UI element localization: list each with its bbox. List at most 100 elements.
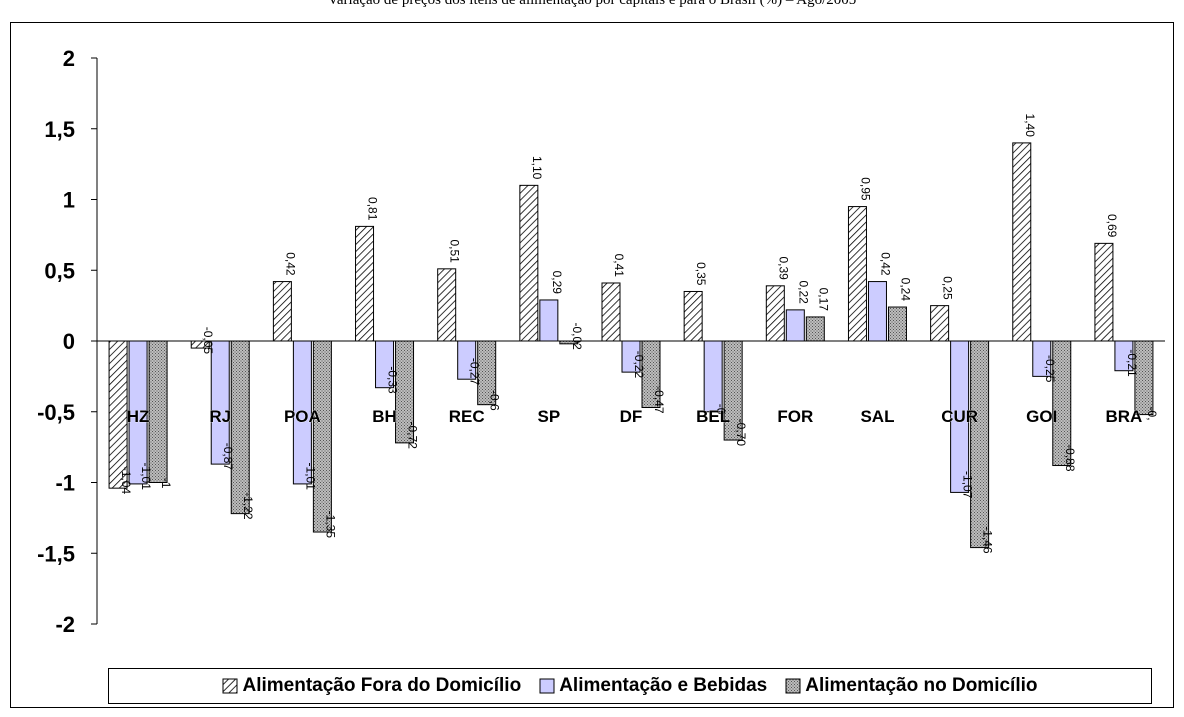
data-label-bebidas: -1,07 bbox=[961, 471, 975, 499]
bars-layer bbox=[108, 142, 1154, 549]
category-label: CUR bbox=[941, 407, 978, 426]
bar-domicilio bbox=[395, 340, 415, 444]
data-label-bebidas: -0,33 bbox=[386, 366, 400, 394]
bar-fora bbox=[930, 305, 950, 342]
category-label: DF bbox=[620, 407, 643, 426]
data-label-fora: 0,51 bbox=[448, 239, 462, 263]
category-label: REC bbox=[449, 407, 485, 426]
data-label-fora: -1,04 bbox=[119, 467, 133, 495]
y-tick-label: -0,5 bbox=[37, 400, 75, 425]
data-label-domicilio: 0,24 bbox=[898, 278, 912, 302]
category-label: SP bbox=[538, 407, 561, 426]
category-label: POA bbox=[284, 407, 321, 426]
bar-fora bbox=[108, 340, 128, 489]
bar-domicilio bbox=[477, 340, 497, 406]
bar-chart: 21,510,50-0,5-1-1,5-2 -1,04 -1,01 -1HZ-0,0… bbox=[37, 46, 1165, 637]
chart-legend: Alimentação Fora do Domicílio Alimentaçã… bbox=[108, 668, 1152, 704]
data-label-bebidas: 0,42 bbox=[878, 252, 892, 276]
bar-bebidas bbox=[703, 340, 723, 413]
data-label-domicilio: -1 bbox=[159, 478, 173, 489]
legend-swatch-domicilio bbox=[785, 678, 801, 694]
data-label-fora: 0,81 bbox=[366, 197, 380, 221]
bar-bebidas bbox=[292, 340, 312, 485]
bar-fora bbox=[1012, 142, 1032, 342]
data-label-domicilio: -0,02 bbox=[570, 322, 584, 350]
y-tick-label: 0,5 bbox=[44, 258, 75, 283]
data-label-fora: 0,42 bbox=[283, 252, 297, 276]
y-tick-label: -2 bbox=[55, 612, 75, 637]
bar-fora bbox=[1094, 242, 1114, 342]
bar-fora bbox=[519, 184, 539, 342]
bar-fora bbox=[272, 281, 292, 342]
labels-layer: -1,04 -1,01 -1 HZ -0,05 -0,87 -1,22 RJ 0,42 -1,01… bbox=[119, 114, 1159, 554]
bar-bebidas bbox=[1114, 340, 1134, 372]
category-label: SAL bbox=[860, 407, 894, 426]
data-label-bebidas: 0,22 bbox=[796, 281, 810, 305]
y-tick-label: -1 bbox=[55, 471, 75, 496]
data-label-bebidas: -0, bbox=[714, 404, 728, 418]
data-label-fora: 1,40 bbox=[1023, 114, 1037, 138]
bar-domicilio bbox=[887, 306, 907, 342]
bar-bebidas bbox=[128, 340, 148, 485]
data-label-bebidas: -0,87 bbox=[221, 443, 235, 471]
data-label-bebidas: -1,01 bbox=[303, 463, 317, 491]
category-label: BRA bbox=[1106, 407, 1143, 426]
category-label: BH bbox=[372, 407, 397, 426]
legend-item-bebidas: Alimentação e Bebidas bbox=[539, 675, 767, 697]
y-tick-label: 1,5 bbox=[44, 117, 75, 142]
y-tick-label: 0 bbox=[63, 329, 75, 354]
bar-fora bbox=[437, 268, 457, 342]
data-label-fora: 0,41 bbox=[612, 254, 626, 278]
bar-fora bbox=[683, 290, 703, 342]
bar-bebidas bbox=[1032, 340, 1052, 377]
data-label-fora: 1,10 bbox=[530, 156, 544, 180]
bar-bebidas bbox=[375, 340, 395, 389]
data-label-domicilio: -0,47 bbox=[652, 386, 666, 414]
data-label-bebidas: 0,29 bbox=[550, 271, 564, 295]
legend-swatch-fora bbox=[222, 678, 238, 694]
data-label-fora: 0,39 bbox=[776, 256, 790, 280]
category-label: RJ bbox=[209, 407, 231, 426]
bar-domicilio bbox=[641, 340, 661, 409]
bar-fora bbox=[601, 282, 621, 342]
legend-item-fora: Alimentação Fora do Domicílio bbox=[222, 675, 521, 697]
data-label-fora: -0,05 bbox=[201, 327, 215, 355]
data-label-fora: 0,69 bbox=[1105, 214, 1119, 238]
data-label-bebidas: -0,25 bbox=[1043, 355, 1057, 383]
legend-swatch-bebidas bbox=[539, 678, 555, 694]
legend-item-domicilio: Alimentação no Domicílio bbox=[785, 675, 1038, 697]
data-label-bebidas: -0,22 bbox=[632, 351, 646, 379]
bar-bebidas bbox=[785, 309, 805, 342]
data-label-domicilio: 0,17 bbox=[816, 288, 830, 312]
bar-domicilio bbox=[148, 340, 168, 483]
bar-bebidas bbox=[867, 281, 887, 342]
data-label-bebidas: -0,27 bbox=[468, 358, 482, 386]
bar-domicilio bbox=[970, 340, 990, 549]
data-label-fora: 0,25 bbox=[941, 276, 955, 300]
category-label: BEL bbox=[696, 407, 730, 426]
data-label-domicilio: -1,35 bbox=[323, 511, 337, 539]
bar-fora bbox=[355, 225, 375, 342]
bar-domicilio bbox=[1134, 340, 1154, 416]
legend-label-fora: Alimentação Fora do Domicílio bbox=[242, 675, 522, 696]
axis-layer: 2 1,5 1 0,5 0 -0,5 -1 -1,5 -2 bbox=[37, 46, 1165, 637]
data-label-domicilio: -0, bbox=[1145, 407, 1159, 421]
y-tick-label: 2 bbox=[63, 46, 75, 71]
bar-domicilio bbox=[230, 340, 250, 515]
data-label-fora: 0,35 bbox=[694, 262, 708, 286]
category-label: HZ bbox=[127, 407, 150, 426]
bar-domicilio bbox=[312, 340, 332, 533]
bar-bebidas bbox=[950, 340, 970, 493]
category-label: FOR bbox=[777, 407, 813, 426]
bar-fora bbox=[847, 206, 867, 342]
bar-bebidas bbox=[457, 340, 477, 380]
bar-domicilio bbox=[559, 340, 579, 345]
data-label-bebidas: -1,01 bbox=[139, 463, 153, 491]
bar-domicilio bbox=[1052, 340, 1072, 467]
legend-label-bebidas: Alimentação e Bebidas bbox=[559, 675, 768, 696]
legend-label-domicilio: Alimentação no Domicílio bbox=[805, 675, 1038, 696]
data-label-domicilio: -0,72 bbox=[406, 422, 420, 450]
chart-frame: 2 1,5 1 0,5 0 -0,5 -1 -1,5 -2 -1,04 -1,01 -1 HZ -0,0… bbox=[10, 22, 1174, 708]
bar-fora bbox=[765, 285, 785, 342]
bar-bebidas bbox=[539, 299, 559, 342]
